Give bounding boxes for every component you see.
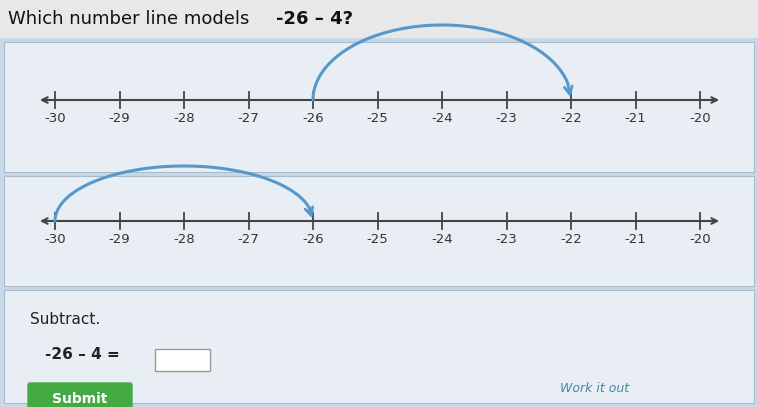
Text: -26: -26 [302, 112, 324, 125]
Text: -27: -27 [237, 233, 259, 246]
Text: -22: -22 [560, 233, 582, 246]
Bar [4, 176, 754, 286]
Text: -22: -22 [560, 112, 582, 125]
Text: -28: -28 [173, 112, 195, 125]
Text: Submit: Submit [52, 392, 108, 406]
Text: -23: -23 [496, 233, 518, 246]
Text: -25: -25 [367, 233, 388, 246]
Bar [155, 349, 210, 371]
Text: -26 – 4?: -26 – 4? [276, 10, 353, 28]
Bar [0, 0, 758, 38]
Text: -24: -24 [431, 233, 453, 246]
Text: -26 – 4 =: -26 – 4 = [45, 347, 120, 362]
Text: -28: -28 [173, 233, 195, 246]
Text: -30: -30 [44, 112, 66, 125]
Text: -27: -27 [237, 112, 259, 125]
Text: -23: -23 [496, 112, 518, 125]
Text: -29: -29 [108, 112, 130, 125]
Bar [4, 290, 754, 403]
Text: -20: -20 [689, 112, 711, 125]
Text: -26: -26 [302, 233, 324, 246]
Text: -20: -20 [689, 233, 711, 246]
FancyBboxPatch shape [28, 383, 132, 407]
Text: Work it out: Work it out [560, 382, 629, 395]
Bar [4, 42, 754, 172]
Text: Which number line models: Which number line models [8, 10, 255, 28]
Text: Subtract.: Subtract. [30, 312, 100, 327]
Text: -24: -24 [431, 112, 453, 125]
Text: -29: -29 [108, 233, 130, 246]
Text: -21: -21 [625, 233, 647, 246]
Text: -21: -21 [625, 112, 647, 125]
Text: -30: -30 [44, 233, 66, 246]
Text: -25: -25 [367, 112, 388, 125]
